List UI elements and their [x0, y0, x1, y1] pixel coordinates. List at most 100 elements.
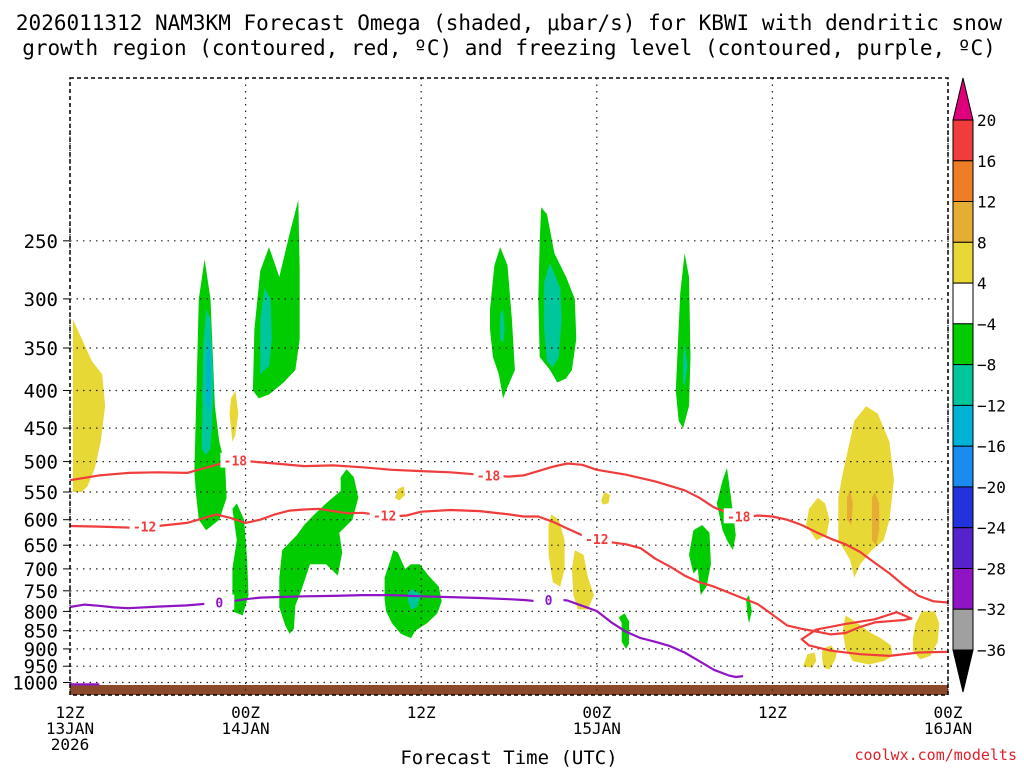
omega-region-31: [803, 652, 817, 668]
omega-region-17: [571, 550, 594, 610]
colorbar-label-5: 4: [977, 274, 987, 293]
colorbar-bin-13: [952, 608, 974, 651]
omega-region-27: [871, 492, 880, 546]
x-axis-label: Forecast Time (UTC): [400, 747, 617, 768]
colorbar-label-6: −4: [977, 315, 996, 334]
y-tick-label-300: 300: [24, 289, 58, 311]
y-tick-label-800: 800: [24, 601, 58, 623]
freezing-level-contour-label-bg-2: [533, 591, 564, 607]
x-tick-label-12-2: 14JAN: [222, 719, 270, 738]
contour-minus12-label-2: -12: [373, 510, 396, 525]
y-tick-label-550: 550: [24, 482, 58, 504]
contour-minus18-label-bg-2: [473, 467, 504, 483]
contour-minus18-label-3: -18: [727, 510, 751, 525]
colorbar-bin-5: [952, 282, 974, 325]
y-tick-label-900: 900: [24, 639, 58, 661]
x-tick-label-0-3: 2026: [51, 735, 90, 754]
colorbar-label-4: 8: [977, 233, 987, 252]
credit-text: coolwx.com/modelts: [854, 746, 1017, 764]
omega-region-33: [601, 492, 610, 505]
y-tick-label-400: 400: [24, 381, 58, 403]
contour-minus18-label-1: -18: [224, 455, 248, 470]
x-tick-label-24-1: 12Z: [407, 703, 436, 722]
colorbar-bin-9: [952, 445, 974, 488]
omega-region-15: [544, 262, 562, 368]
freezing-level-contour-label-bg-1: [204, 594, 235, 610]
colorbar-bin-3: [952, 201, 974, 243]
colorbar-bin-8: [952, 404, 974, 447]
contour-minus12: [69, 507, 949, 657]
omega-region-32: [394, 486, 406, 501]
contour-minus12-label-1: -12: [133, 521, 156, 536]
temperature-contours: -18 -18 -18 -12 -12 -12 0 0: [69, 452, 949, 686]
contour-minus12-label-bg-1: [129, 518, 160, 534]
y-tick-label-600: 600: [24, 510, 58, 532]
omega-region-5: [260, 288, 272, 375]
omega-region-23: [683, 343, 688, 387]
contour-minus12-label-bg-3: [581, 530, 612, 546]
omega-region-11: [408, 588, 422, 610]
omega-region-3: [206, 338, 211, 414]
contour-minus18-label-bg-1: [220, 452, 251, 468]
colorbar-bottom-arrow: [952, 649, 974, 693]
x-tick-label-60-1: 00Z: [934, 703, 963, 722]
x-tick-label-12-1: 00Z: [231, 703, 260, 722]
y-tick-label-450: 450: [24, 418, 58, 440]
x-tick-label-36-2: 15JAN: [573, 719, 621, 738]
colorbar-label-2: 16: [977, 152, 996, 171]
terrain-surface: [70, 685, 948, 695]
colorbar-label-10: −20: [977, 478, 1006, 497]
colorbar-label-1: 20: [977, 111, 996, 130]
pressure-gridlines: [69, 78, 949, 695]
chart-title-line2: growth region (contoured, red, ºC) and f…: [22, 36, 996, 60]
contour-minus12-label-bg-2: [369, 507, 400, 523]
omega-region-30: [912, 611, 940, 660]
y-tick-label-250: 250: [24, 231, 58, 253]
colorbar-bin-6: [952, 323, 974, 366]
colorbar-label-7: −8: [977, 356, 996, 375]
colorbar-bin-12: [952, 568, 974, 610]
colorbar-bin-1: [952, 119, 974, 162]
omega-region-16: [548, 514, 565, 587]
omega-region-26: [847, 489, 853, 525]
pressure-axis-labels: 2503003504004505005506006507007508008509…: [12, 231, 70, 695]
colorbar-label-11: −24: [977, 519, 1006, 538]
x-tick-label-36-1: 00Z: [582, 703, 611, 722]
y-tick-label-1000: 1000: [12, 673, 58, 695]
omega-colorbar: 20 16 12 8 4 −4 −8 −12 −16 −20 −24 −28 −32 −36: [952, 77, 1006, 693]
colorbar-bin-2: [952, 160, 974, 203]
colorbar-top-arrow: [952, 77, 974, 121]
x-tick-label-0-2: 13JAN: [46, 719, 94, 738]
omega-region-13: [500, 309, 505, 344]
contour-minus18: [69, 459, 949, 604]
colorbar-label-14: −36: [977, 641, 1006, 660]
y-tick-label-700: 700: [24, 559, 58, 581]
y-tick-label-950: 950: [24, 656, 58, 678]
omega-shading-layer: [72, 200, 940, 670]
freezing-level-contour-label-2: 0: [545, 594, 553, 609]
x-tick-label-0-1: 12Z: [56, 703, 85, 722]
y-tick-label-650: 650: [24, 535, 58, 557]
omega-region-22: [675, 253, 691, 429]
colorbar-bin-4: [952, 241, 974, 284]
colorbar-label-3: 12: [977, 193, 996, 212]
contour-minus18-label-2: -18: [477, 469, 501, 484]
omega-region-9: [279, 469, 359, 634]
omega-region-19: [689, 525, 711, 596]
x-tick-label-48-1: 12Z: [758, 703, 787, 722]
contour-minus12-label-3: -12: [585, 533, 608, 548]
omega-region-28: [842, 615, 893, 665]
freezing-level-contour: [69, 594, 744, 679]
contour-minus18-label-bg-3: [723, 508, 754, 524]
colorbar-label-9: −16: [977, 437, 1006, 456]
omega-region-7: [72, 319, 106, 492]
y-tick-label-500: 500: [24, 452, 58, 474]
colorbar-label-8: −12: [977, 396, 1006, 415]
colorbar-label-13: −32: [977, 600, 1006, 619]
chart-title-line1: 2026011312 NAM3KM Forecast Omega (shaded…: [16, 11, 1003, 35]
colorbar-bin-11: [952, 527, 974, 570]
omega-region-25: [838, 406, 894, 578]
freezing-level-contour-label-1: 0: [215, 597, 223, 612]
